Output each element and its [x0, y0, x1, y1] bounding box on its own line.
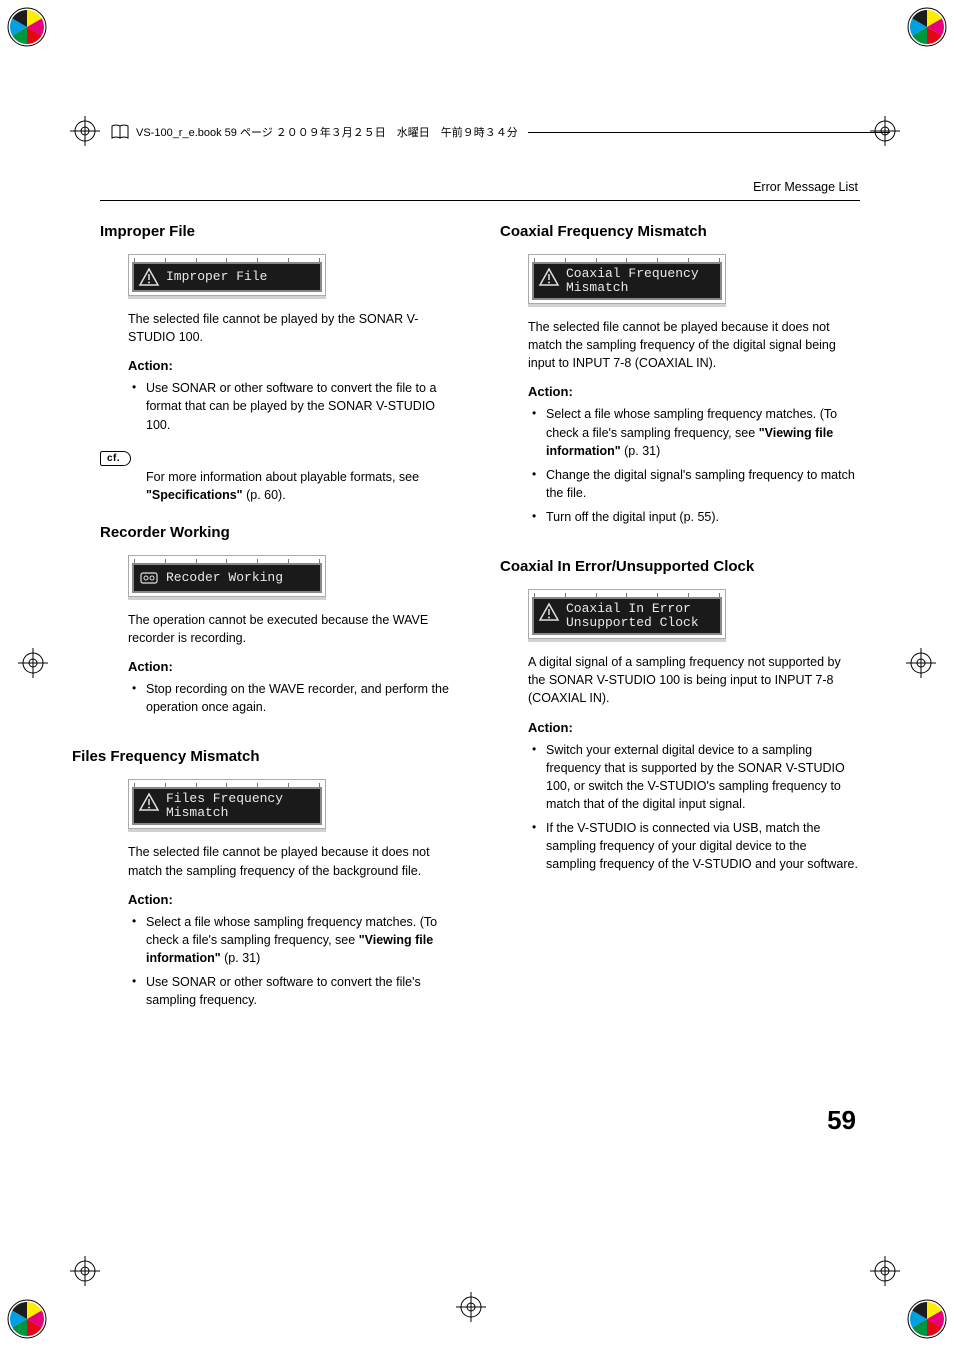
bullet-list: Select a file whose sampling frequency m… — [528, 405, 860, 526]
running-head: Error Message List — [100, 180, 860, 194]
cf-block: cf. For more information about playable … — [100, 448, 460, 504]
action-heading: Action: — [128, 358, 460, 373]
section-heading: Coaxial Frequency Mismatch — [500, 223, 860, 240]
registration-mark-icon — [906, 648, 936, 683]
color-wheel-icon — [6, 6, 48, 53]
color-wheel-icon — [906, 6, 948, 53]
lcd-display: Recoder Working — [128, 555, 326, 597]
body-text: A digital signal of a sampling frequency… — [528, 653, 860, 707]
list-item: Switch your external digital device to a… — [528, 741, 860, 814]
bullet-list: Select a file whose sampling frequency m… — [128, 913, 460, 1010]
head-rule — [100, 200, 860, 201]
warning-icon — [538, 267, 560, 287]
lcd-text: Recoder Working — [166, 571, 283, 585]
cf-tag: cf. — [100, 451, 131, 466]
lcd-text: Coaxial In Error Unsupported Clock — [566, 602, 699, 630]
body-text: The selected file cannot be played becau… — [528, 318, 860, 372]
bullet-list: Use SONAR or other software to convert t… — [128, 379, 460, 433]
section-heading: Recorder Working — [100, 524, 460, 541]
body-text: The selected file cannot be played becau… — [128, 843, 460, 879]
cf-body: For more information about playable form… — [146, 468, 460, 504]
warning-icon — [138, 792, 160, 812]
lcd-display: Files Frequency Mismatch — [128, 779, 326, 829]
warning-icon — [138, 267, 160, 287]
color-wheel-icon — [6, 1298, 48, 1345]
section-heading: Improper File — [100, 223, 460, 240]
lcd-display: Coaxial Frequency Mismatch — [528, 254, 726, 304]
bullet-list: Stop recording on the WAVE recorder, and… — [128, 680, 460, 716]
recorder-icon — [138, 568, 160, 588]
list-item: Use SONAR or other software to convert t… — [128, 379, 460, 433]
lcd-text: Improper File — [166, 270, 267, 284]
color-wheel-icon — [906, 1298, 948, 1345]
print-header-text: VS-100_r_e.book 59 ページ ２００９年３月２５日 水曜日 午前… — [136, 124, 518, 140]
right-column: Coaxial Frequency Mismatch Coaxial Frequ… — [500, 223, 860, 1023]
registration-mark-icon — [70, 1256, 100, 1291]
action-heading: Action: — [528, 720, 860, 735]
list-item: Select a file whose sampling frequency m… — [128, 913, 460, 967]
list-item: Change the digital signal's sampling fre… — [528, 466, 860, 502]
lcd-text: Coaxial Frequency Mismatch — [566, 267, 699, 295]
list-item: Stop recording on the WAVE recorder, and… — [128, 680, 460, 716]
registration-mark-icon — [70, 116, 100, 151]
action-heading: Action: — [528, 384, 860, 399]
registration-mark-icon — [870, 1256, 900, 1291]
page-number: 59 — [827, 1105, 856, 1136]
body-text: The selected file cannot be played by th… — [128, 310, 460, 346]
page-content: Error Message List Improper File Imprope… — [100, 180, 860, 1140]
section-heading: Files Frequency Mismatch — [72, 748, 460, 765]
print-header: VS-100_r_e.book 59 ページ ２００９年３月２５日 水曜日 午前… — [110, 123, 890, 141]
book-icon — [110, 122, 130, 142]
list-item: Use SONAR or other software to convert t… — [128, 973, 460, 1009]
registration-mark-icon — [456, 1292, 486, 1327]
registration-mark-icon — [18, 648, 48, 683]
section-heading: Coaxial In Error/Unsupported Clock — [500, 558, 860, 575]
lcd-display: Improper File — [128, 254, 326, 296]
list-item: If the V-STUDIO is connected via USB, ma… — [528, 819, 860, 873]
bullet-list: Switch your external digital device to a… — [528, 741, 860, 874]
lcd-text: Files Frequency Mismatch — [166, 792, 283, 820]
action-heading: Action: — [128, 892, 460, 907]
body-text: The operation cannot be executed because… — [128, 611, 460, 647]
warning-icon — [538, 602, 560, 622]
list-item: Select a file whose sampling frequency m… — [528, 405, 860, 459]
action-heading: Action: — [128, 659, 460, 674]
lcd-display: Coaxial In Error Unsupported Clock — [528, 589, 726, 639]
left-column: Improper File Improper File The selected… — [100, 223, 460, 1023]
list-item: Turn off the digital input (p. 55). — [528, 508, 860, 526]
